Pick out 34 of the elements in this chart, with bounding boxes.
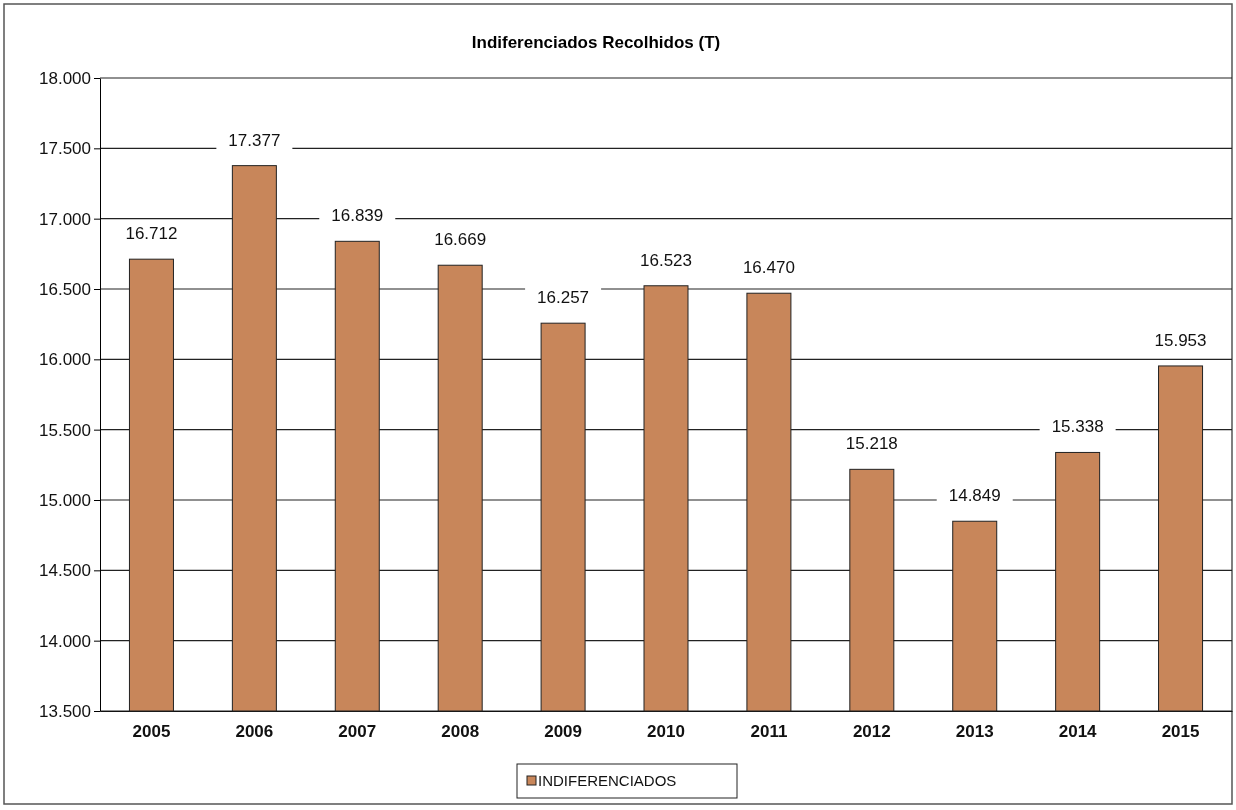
data-label: 16.669 (434, 230, 487, 250)
data-label: 16.839 (331, 206, 384, 226)
legend-label: INDIFERENCIADOS (538, 772, 677, 789)
y-tick-label: 16.000 (39, 350, 91, 370)
data-label: 16.523 (640, 250, 692, 270)
chart-title: Indiferenciados Recolhidos (T) (471, 33, 721, 52)
x-tick-label: 2011 (750, 722, 788, 742)
x-tick-label: 2013 (955, 722, 994, 742)
data-label: 14.849 (948, 486, 1001, 506)
y-tick-label: 17.500 (39, 139, 91, 159)
x-tick-label: 2012 (852, 722, 891, 742)
data-label: 16.712 (125, 224, 178, 244)
x-tick-label: 2014 (1058, 722, 1098, 742)
data-label: 15.218 (845, 434, 898, 454)
y-tick-label: 17.000 (39, 209, 91, 229)
x-tick-label: 2006 (235, 722, 274, 742)
data-label: 15.953 (1154, 330, 1207, 350)
x-tick-label: 2015 (1161, 722, 1200, 742)
data-label: 16.257 (537, 288, 590, 308)
y-tick-label: 14.500 (39, 561, 91, 581)
y-tick-label: 15.000 (39, 490, 91, 510)
y-tick-label: 15.500 (39, 420, 91, 440)
x-tick-label: 2008 (441, 722, 480, 742)
data-label: 17.377 (228, 130, 281, 150)
x-tick-label: 2005 (132, 722, 171, 742)
x-tick-label: 2009 (544, 722, 582, 742)
y-tick-label: 18.000 (39, 68, 91, 88)
y-tick-label: 13.500 (39, 701, 91, 721)
y-tick-label: 16.500 (39, 279, 91, 299)
data-label: 15.338 (1051, 417, 1104, 437)
x-tick-label: 2010 (647, 722, 685, 742)
y-tick-label: 14.000 (39, 631, 91, 651)
x-tick-label: 2007 (338, 722, 377, 742)
data-label: 16.470 (742, 258, 795, 278)
